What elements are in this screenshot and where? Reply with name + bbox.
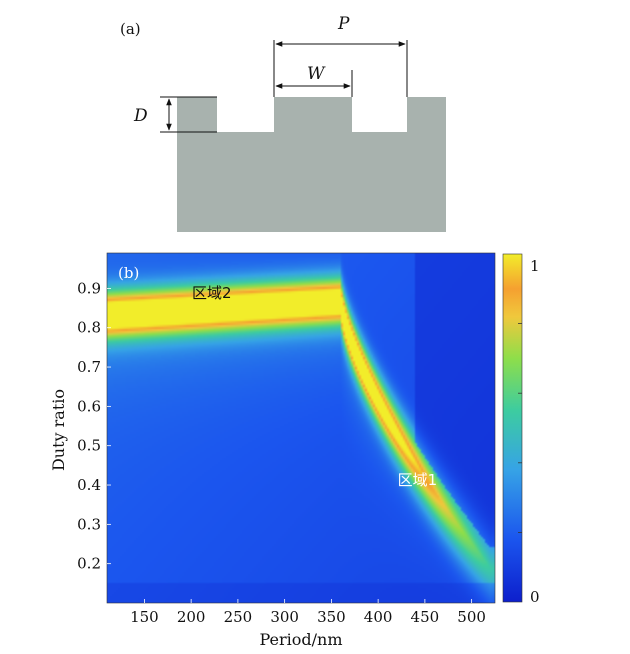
y-tick-label: 0.7 — [77, 358, 101, 376]
y-tick-label: 0.2 — [77, 555, 101, 573]
x-axis-label: Period/nm — [259, 630, 342, 649]
x-tick-label: 250 — [224, 608, 253, 626]
x-tick-label: 150 — [130, 608, 159, 626]
x-tick-label: 500 — [457, 608, 486, 626]
y-tick-label: 0.5 — [77, 437, 101, 455]
y-tick-label: 0.6 — [77, 397, 101, 415]
annotations: 区域2 区域1 — [192, 284, 437, 489]
colorbar-min-label: 0 — [530, 588, 540, 606]
panel-a: (a) P W D — [120, 14, 446, 232]
colorbar — [502, 253, 523, 603]
period-label: P — [337, 14, 350, 34]
depth-label: D — [133, 106, 148, 126]
plot-frame — [106, 252, 496, 604]
x-tick-label: 200 — [177, 608, 206, 626]
y-tick-label: 0.9 — [77, 279, 101, 297]
region-annotation: 区域1 — [398, 471, 438, 489]
x-tick-label: 450 — [411, 608, 440, 626]
x-tick-label: 350 — [317, 608, 346, 626]
panel-a-label: (a) — [120, 20, 141, 38]
colorbar-ticks — [518, 323, 522, 533]
y-axis-label: Duty ratio — [49, 389, 68, 471]
y-tick-label: 0.8 — [77, 319, 101, 337]
region-annotation: 区域2 — [192, 284, 232, 302]
x-tick-label: 400 — [364, 608, 393, 626]
width-label: W — [307, 64, 326, 84]
panel-b-label: (b) — [118, 264, 139, 282]
colorbar-max-label: 1 — [530, 257, 540, 275]
grating-profile — [177, 97, 446, 232]
y-axis: 0.2 0.3 0.4 0.5 0.6 0.7 0.8 0.9 — [77, 279, 111, 573]
x-tick-label: 300 — [270, 608, 299, 626]
heatmap-image — [107, 253, 495, 603]
x-axis: 150 200 250 300 350 400 450 500 — [130, 599, 486, 626]
y-tick-label: 0.4 — [77, 476, 101, 494]
y-tick-label: 0.3 — [77, 515, 101, 533]
